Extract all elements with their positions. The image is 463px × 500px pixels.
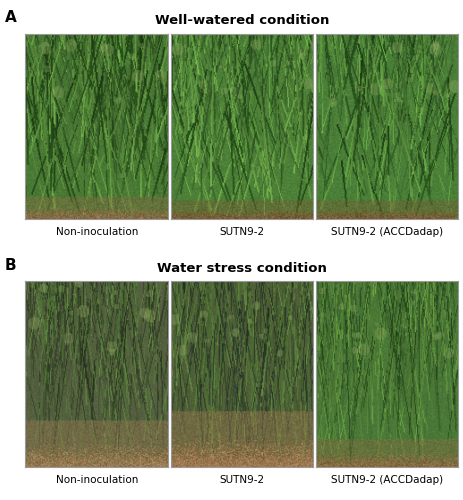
Text: B: B (5, 258, 16, 272)
Text: Well-watered condition: Well-watered condition (155, 14, 329, 27)
Text: Water stress condition: Water stress condition (157, 262, 327, 274)
Text: SUTN9-2 (ACCDadap): SUTN9-2 (ACCDadap) (331, 227, 443, 237)
Text: Non-inoculation: Non-inoculation (56, 227, 138, 237)
Text: A: A (5, 10, 16, 25)
Text: SUTN9-2 (ACCDadap): SUTN9-2 (ACCDadap) (331, 474, 443, 484)
Text: SUTN9-2: SUTN9-2 (219, 227, 264, 237)
Text: SUTN9-2: SUTN9-2 (219, 474, 264, 484)
Text: Non-inoculation: Non-inoculation (56, 474, 138, 484)
